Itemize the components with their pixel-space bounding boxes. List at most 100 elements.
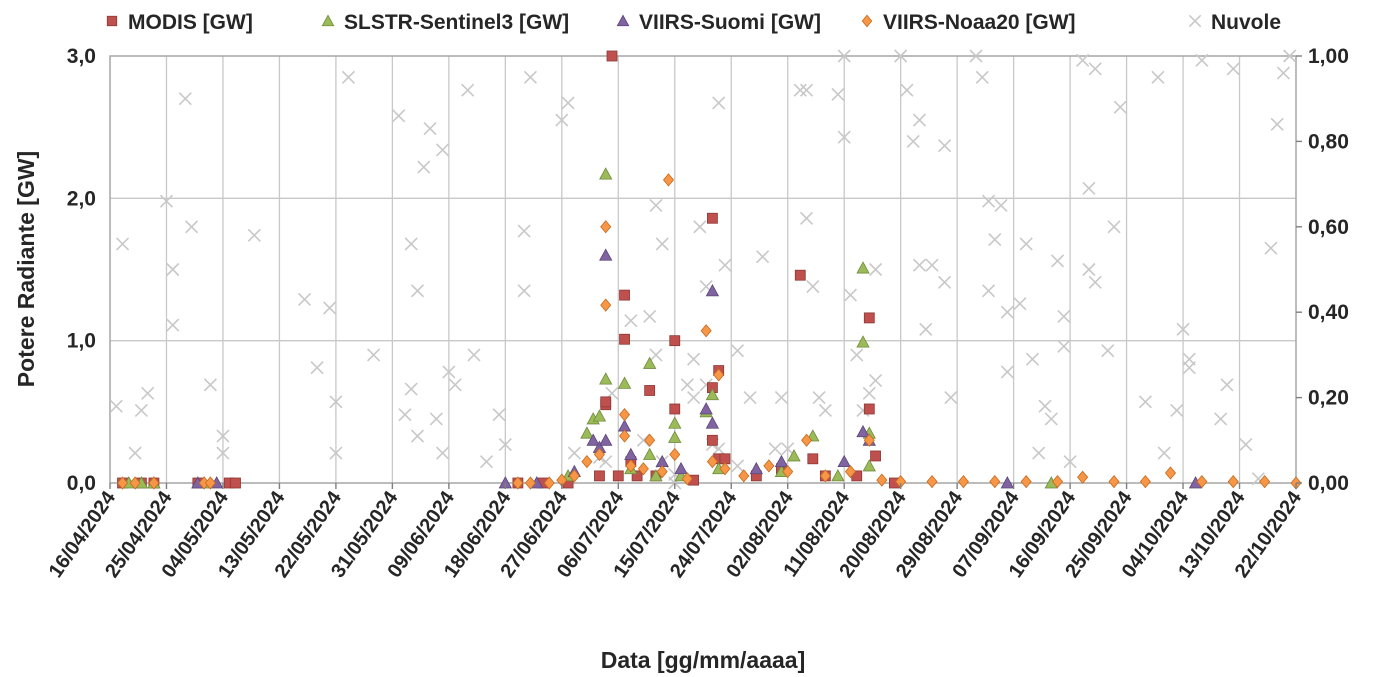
point-nuvole <box>216 429 230 443</box>
point-viirs-noaa20 <box>637 462 649 476</box>
point-viirs-noaa20 <box>1020 474 1032 489</box>
point-nuvole <box>624 314 638 328</box>
point-nuvole <box>843 288 858 302</box>
point-slstr <box>831 469 845 482</box>
point-nuvole <box>128 446 142 460</box>
point-slstr <box>668 416 682 429</box>
y2-tick-label: 0,80 <box>1308 130 1349 153</box>
point-slstr <box>862 459 876 472</box>
point-viirs-noaa20 <box>763 459 775 473</box>
point-nuvole <box>1044 412 1058 426</box>
point-slstr <box>668 430 682 443</box>
point-nuvole <box>141 386 155 400</box>
point-nuvole <box>109 399 123 413</box>
point-nuvole <box>115 237 130 251</box>
point-nuvole <box>517 224 531 238</box>
point-nuvole <box>837 130 851 144</box>
y-tick-label: 3,0 <box>67 45 96 68</box>
point-nuvole <box>1063 455 1077 469</box>
point-viirs-noaa20 <box>568 469 580 483</box>
point-viirs-noaa20 <box>1077 470 1089 484</box>
point-nuvole <box>134 403 148 417</box>
point-viirs-noaa20 <box>863 433 875 447</box>
point-nuvole <box>869 373 883 388</box>
point-nuvole <box>297 292 312 306</box>
point-nuvole <box>310 361 324 375</box>
point-viirs-suomi <box>1000 476 1015 489</box>
point-nuvole <box>203 378 217 392</box>
point-nuvole <box>1057 339 1071 353</box>
point-viirs-suomi <box>749 461 764 475</box>
point-viirs-noaa20 <box>644 433 656 447</box>
y2-tick-label: 0,60 <box>1308 216 1349 239</box>
point-slstr <box>642 447 657 460</box>
legend-marker-nuvole <box>1188 14 1202 28</box>
point-nuvole <box>693 220 707 234</box>
point-viirs-noaa20 <box>738 469 750 483</box>
point-nuvole <box>831 87 845 101</box>
point-viirs-noaa20 <box>581 455 593 469</box>
point-nuvole <box>975 70 989 84</box>
point-nuvole <box>912 258 927 272</box>
point-viirs-noaa20 <box>117 476 129 490</box>
point-nuvole <box>1138 395 1152 409</box>
point-nuvole <box>329 446 343 460</box>
y2-tick-label: 0,00 <box>1308 472 1349 495</box>
point-nuvole <box>1182 361 1196 375</box>
point-modis <box>230 477 241 489</box>
point-viirs-noaa20 <box>700 324 712 338</box>
point-viirs-noaa20 <box>719 462 731 476</box>
point-nuvole <box>994 198 1008 213</box>
point-nuvole <box>404 237 418 251</box>
point-nuvole <box>981 194 996 208</box>
point-modis <box>707 434 718 446</box>
point-viirs-noaa20 <box>1259 474 1271 489</box>
point-nuvole <box>944 391 958 405</box>
x-axis: 16/04/202425/04/202404/05/202413/05/2024… <box>45 483 1307 582</box>
y2-tick-label: 0,20 <box>1308 387 1349 410</box>
legend-label: MODIS [GW] <box>128 11 253 34</box>
point-viirs-noaa20 <box>706 455 718 469</box>
point-nuvole <box>178 92 192 106</box>
point-nuvole <box>1239 438 1253 452</box>
point-viirs-noaa20 <box>876 473 888 487</box>
point-viirs-noaa20 <box>619 408 631 422</box>
point-nuvole <box>862 386 876 400</box>
point-modis <box>619 289 630 301</box>
point-viirs-noaa20 <box>926 474 938 489</box>
point-slstr <box>705 387 720 401</box>
point-viirs-noaa20 <box>593 447 605 462</box>
point-slstr <box>649 469 663 482</box>
point-nuvole <box>442 365 456 379</box>
point-nuvole <box>1050 254 1065 268</box>
point-nuvole <box>730 459 745 473</box>
point-nuvole <box>687 391 701 405</box>
point-modis <box>863 403 875 415</box>
point-modis <box>863 312 875 324</box>
point-nuvole <box>1214 412 1228 426</box>
y-tick-label: 1,0 <box>67 330 96 353</box>
point-nuvole <box>436 143 450 157</box>
point-nuvole <box>1283 49 1297 63</box>
point-nuvole <box>323 301 337 315</box>
gridlines <box>109 55 1297 484</box>
point-modis <box>600 396 612 408</box>
point-nuvole <box>159 194 174 208</box>
point-nuvole <box>938 139 952 153</box>
point-viirs-noaa20 <box>600 298 612 312</box>
point-modis <box>606 50 618 62</box>
point-viirs-noaa20 <box>1139 474 1151 489</box>
x-axis-title: Data [gg/mm/aaaa] <box>601 647 806 673</box>
point-nuvole <box>1276 66 1291 80</box>
point-slstr <box>599 372 613 385</box>
point-slstr <box>617 376 632 389</box>
point-viirs-noaa20 <box>543 476 555 490</box>
point-viirs-noaa20 <box>1052 474 1064 489</box>
y-tick-label: 2,0 <box>67 187 96 210</box>
point-nuvole <box>938 275 952 289</box>
point-modis <box>612 470 624 482</box>
point-viirs-suomi <box>624 447 638 460</box>
point-viirs-noaa20 <box>669 447 681 462</box>
point-nuvole <box>643 309 657 324</box>
